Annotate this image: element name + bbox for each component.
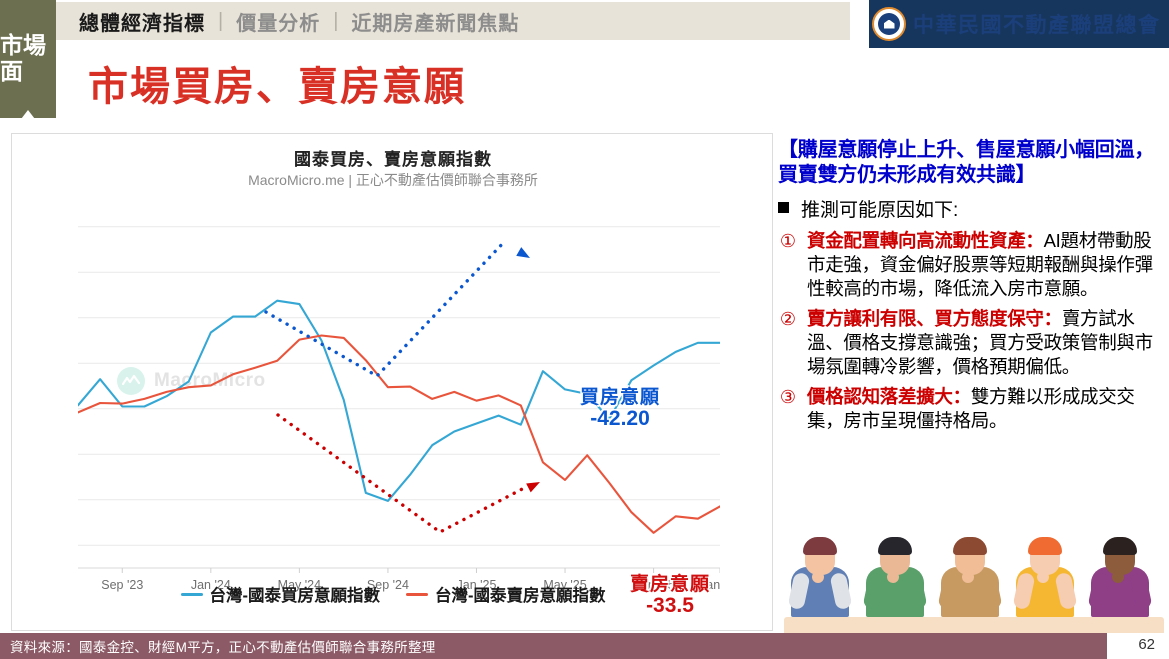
- person-hair: [1103, 537, 1137, 555]
- association-seal-icon: [872, 7, 906, 41]
- person-hair: [953, 537, 987, 555]
- callout-buy-label: 買房意願: [580, 387, 661, 408]
- sell-trend-arrow: [276, 413, 528, 534]
- bullet-square-icon: [778, 202, 789, 214]
- legend-label-buy: 台灣-國泰買房意願指數: [209, 587, 381, 605]
- callout-sell-value: -33.5: [646, 593, 694, 617]
- commentary-reason-1: ① 資金配置轉向高流動性資產：AI題材帶動股市走強，資金偏好股票等短期報酬與操作彈…: [778, 229, 1169, 300]
- five-thinking-people-illustration: [784, 525, 1164, 635]
- person-hand: [1037, 571, 1049, 583]
- person-hand: [962, 571, 974, 583]
- sidebar-tab-market[interactable]: 市場面: [0, 0, 56, 118]
- callout-sell-label: 賣房意願: [630, 574, 711, 595]
- top-bar: 總體經濟指標 | 價量分析 | 近期房產新聞焦點: [0, 0, 1169, 48]
- chart-line-sell: [78, 334, 720, 534]
- legend-swatch-sell: [406, 592, 428, 596]
- reason-text-1: 資金配置轉向高流動性資產：AI題材帶動股市走強，資金偏好股票等短期報酬與操作彈性…: [807, 230, 1153, 299]
- x-axis-tick: Sep '25: [633, 578, 675, 592]
- x-axis-tick: May '24: [278, 578, 321, 592]
- nav-item-macro[interactable]: 總體經濟指標: [79, 12, 205, 35]
- reason-number-1: ①: [779, 231, 797, 252]
- commentary-panel: 【購屋意願停止上升、售屋意願小幅回溫，買賣雙方仍未形成有效共識】 推測可能原因如…: [778, 138, 1169, 538]
- legend-item-sell[interactable]: 台灣-國泰賣房意願指數: [406, 582, 606, 606]
- chart-panel: 國泰買房、賣房意願指數 MacroMicro.me | 正心不動產估價師聯合事務…: [11, 133, 773, 631]
- buy-trend-arrowhead: [516, 247, 530, 258]
- nav-strip: [56, 2, 850, 40]
- footer-source-text: 資料來源：國泰金控、財經M平方，正心不動產估價師聯合事務所整理: [10, 640, 436, 655]
- nav-item-price-volume[interactable]: 價量分析: [236, 12, 321, 35]
- chart-callout-sell: 賣房意願 -33.5: [630, 575, 710, 617]
- organization-name: 中華民國不動產聯盟總會: [913, 12, 1161, 37]
- organization-logo: 中華民國不動產聯盟總會: [872, 4, 1167, 44]
- x-axis-tick: Sep '24: [367, 578, 409, 592]
- legend-label-sell: 台灣-國泰賣房意願指數: [435, 587, 606, 605]
- illustration-person-3: [936, 527, 1004, 617]
- footer-right-spacer: [1107, 633, 1169, 659]
- commentary-reason-list: ① 資金配置轉向高流動性資產：AI題材帶動股市走強，資金偏好股票等短期報酬與操作彈…: [778, 229, 1169, 432]
- reason-number-3: ③: [779, 387, 797, 408]
- section-nav[interactable]: 總體經濟指標 | 價量分析 | 近期房產新聞焦點: [66, 6, 532, 36]
- chart-subtitle: MacroMicro.me | 正心不動產估價師聯合事務所: [248, 172, 538, 188]
- page-title: 市場買房、賣房意願: [88, 65, 466, 109]
- sell-trend-arrowhead: [526, 482, 540, 493]
- reason-bold-2: 賣方讓利有限、買方態度保守：: [807, 308, 1062, 330]
- chart-plot-area: -32-36-40-44-48-52-56-601680-8-16-24-32-…: [78, 200, 720, 606]
- nav-separator: |: [218, 9, 224, 32]
- commentary-reason-2: ② 賣方讓利有限、買方態度保守：賣方試水溫、價格支撐意識強；買方受政策管制與市場氛…: [778, 307, 1169, 378]
- illustration-person-1: [786, 527, 854, 617]
- person-hair: [1028, 537, 1062, 555]
- illustration-person-2: [861, 527, 929, 617]
- legend-swatch-buy: [180, 592, 203, 596]
- x-axis-tick: Jan '24: [191, 578, 231, 592]
- page-number: 62: [1138, 636, 1155, 653]
- commentary-bullet-text: 推測可能原因如下:: [801, 200, 959, 222]
- chart-callout-buy: 買房意願 -42.20: [580, 388, 660, 430]
- x-axis-tick: Sep '23: [101, 578, 143, 592]
- person-hand: [812, 571, 824, 583]
- chart-title: 國泰買房、賣房意願指數: [294, 150, 492, 169]
- nav-item-news[interactable]: 近期房產新聞焦點: [351, 12, 520, 35]
- person-hand: [1112, 571, 1124, 583]
- x-axis-tick: Jan '26: [700, 578, 720, 592]
- chart-legend: 台灣-國泰買房意願指數 台灣-國泰賣房意願指數: [12, 582, 774, 606]
- commentary-bullet: 推測可能原因如下:: [778, 195, 1169, 222]
- illustration-person-4: [1011, 527, 1079, 617]
- reason-text-3: 價格認知落差擴大：雙方難以形成成交交集，房市呈現僵持格局。: [807, 386, 1135, 431]
- illustration-desk: [784, 617, 1164, 635]
- legend-item-buy[interactable]: 台灣-國泰買房意願指數: [180, 582, 381, 606]
- nav-separator: |: [333, 9, 339, 32]
- chart-svg: -32-36-40-44-48-52-56-601680-8-16-24-32-…: [78, 226, 720, 592]
- reason-bold-1: 資金配置轉向高流動性資產：: [807, 230, 1044, 252]
- sidebar-tab-arrow-icon: [18, 110, 38, 123]
- x-axis-tick: May '25: [543, 578, 586, 592]
- person-hair: [803, 537, 837, 555]
- reason-text-2: 賣方讓利有限、買方態度保守：賣方試水溫、價格支撐意識強；買方受政策管制與市場氛圍…: [807, 308, 1153, 377]
- commentary-headline: 【購屋意願停止上升、售屋意願小幅回溫，買賣雙方仍未形成有效共識】: [778, 139, 1155, 186]
- illustration-person-5: [1086, 527, 1154, 617]
- buy-trend-arrow: [264, 238, 508, 379]
- person-hair: [878, 537, 912, 555]
- person-hand: [887, 571, 899, 583]
- reason-number-2: ②: [779, 309, 797, 330]
- chart-line-buy: [78, 299, 720, 502]
- sidebar-tab-label: 市場面: [0, 32, 46, 84]
- commentary-reason-3: ③ 價格認知落差擴大：雙方難以形成成交交集，房市呈現僵持格局。: [778, 385, 1169, 432]
- x-axis-tick: Jan '25: [457, 578, 497, 592]
- footer-bar: 資料來源：國泰金控、財經M平方，正心不動產估價師聯合事務所整理: [0, 633, 1107, 659]
- reason-bold-3: 價格認知落差擴大：: [807, 386, 971, 408]
- callout-buy-value: -42.20: [590, 406, 650, 430]
